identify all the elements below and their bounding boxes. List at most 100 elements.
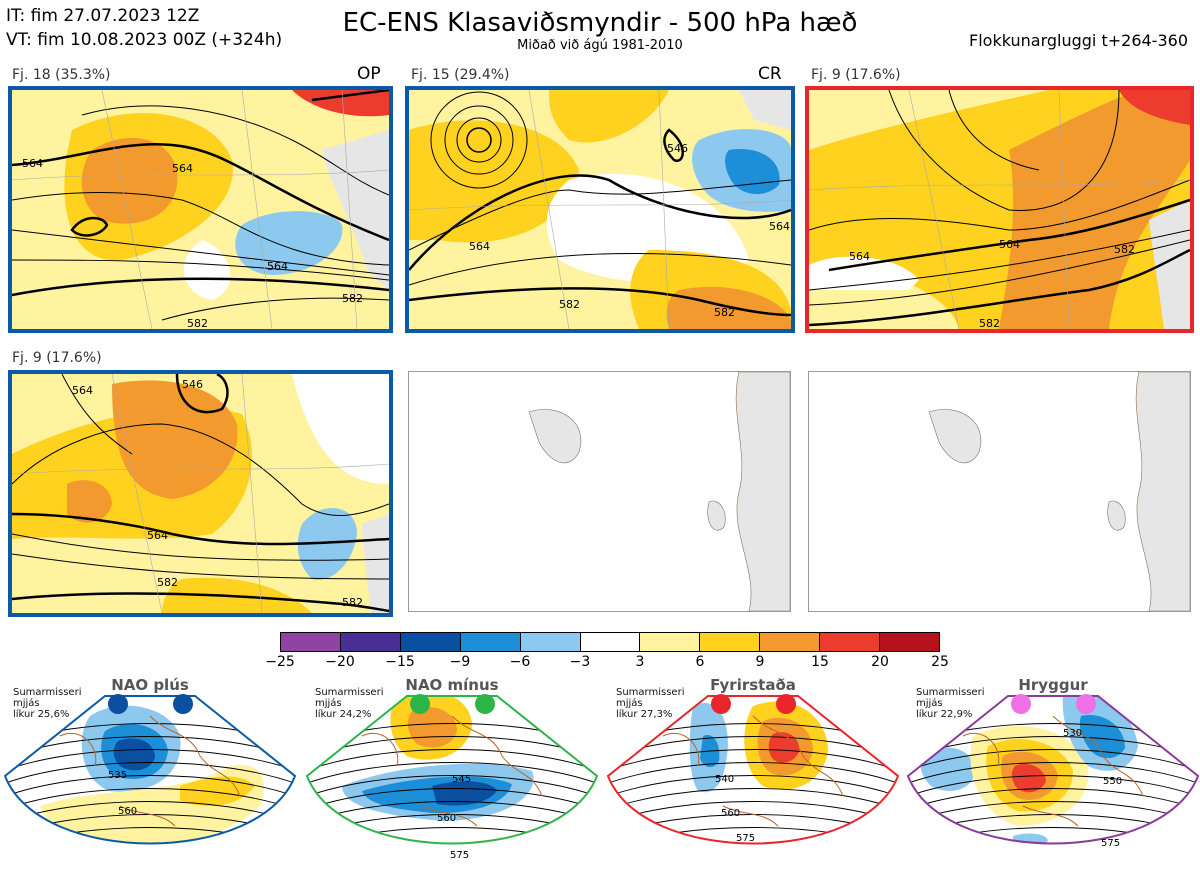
- regime-contour-label: 545: [452, 774, 471, 785]
- regime-marker-icon: [173, 694, 193, 714]
- regime-contour-label: 540: [715, 774, 734, 785]
- colorbar-swatch: [281, 633, 340, 651]
- anomaly-area: [1079, 715, 1125, 759]
- regime-4[interactable]: Hryggur Sumarmisseri mjjás líkur 22,9% 530 55…: [903, 676, 1200, 871]
- regime-note-line: líkur 24,2%: [315, 709, 372, 720]
- regime-contour-label: 560: [437, 813, 456, 824]
- regime-note-line: Sumarmisseri: [616, 687, 685, 698]
- regime-contour-label: 560: [721, 808, 740, 819]
- regime-contour-label: 550: [1103, 776, 1122, 787]
- height-contour: [5, 788, 295, 812]
- regime-note-line: líkur 27,3%: [616, 709, 673, 720]
- regime-title: NAO plús: [111, 676, 189, 694]
- regime-note-line: mjjás: [13, 698, 40, 709]
- colorbar-swatch: [819, 633, 880, 651]
- contour-label: 564: [469, 240, 490, 253]
- regime-note-line: Sumarmisseri: [13, 687, 82, 698]
- height-contour: [5, 762, 295, 786]
- contour-label: 564: [172, 162, 193, 175]
- regime-note: Sumarmisseri mjjás líkur 24,2%: [315, 687, 383, 720]
- colorbar-tick-label: −25: [265, 654, 295, 670]
- regime-marker-icon: [711, 694, 731, 714]
- colorbar-tick-label: −9: [449, 654, 471, 670]
- empty-map-6: [808, 371, 1191, 612]
- page-title: EC-ENS Klasaviðsmyndir - 500 hPa hæð: [342, 8, 858, 38]
- regime-title: Hryggur: [1018, 676, 1088, 694]
- contour-label: 582: [979, 317, 1000, 329]
- regime-contour-label: 535: [108, 770, 127, 781]
- contour-label: 582: [342, 292, 363, 305]
- height-contour: [5, 749, 295, 773]
- panel-1-label: Fj. 18 (35.3%): [12, 67, 111, 83]
- colorbar-tick-label: −6: [509, 654, 531, 670]
- regime-note-line: líkur 25,6%: [13, 709, 70, 720]
- contour-label: 564: [72, 384, 93, 397]
- contour-label: 546: [182, 378, 203, 391]
- height-contour: [908, 762, 1198, 786]
- issue-time: IT: fim 27.07.2023 12Z: [6, 6, 200, 26]
- coastline: [962, 715, 1144, 827]
- regime-note-line: mjjás: [916, 698, 943, 709]
- regime-contour-label: 530: [1063, 728, 1082, 739]
- regime-marker-icon: [410, 694, 430, 714]
- colorbar-swatch: [879, 633, 939, 651]
- contour-label: 564: [999, 238, 1020, 251]
- regime-marker-icon: [108, 694, 128, 714]
- panel-1-tag: OP: [357, 64, 381, 84]
- contour-label: 564: [22, 157, 43, 170]
- height-contour: [608, 749, 898, 773]
- contour-label: 564: [147, 529, 168, 542]
- regime-contour-label: 560: [118, 806, 137, 817]
- cluster-map-3-graphic: 564 564 582 582: [809, 90, 1190, 329]
- cluster-map-3[interactable]: 564 564 582 582: [805, 86, 1194, 333]
- contour-label: 582: [1114, 243, 1135, 256]
- contour-label: 564: [267, 260, 288, 273]
- height-contour: [307, 749, 597, 773]
- height-contour: [608, 762, 898, 786]
- regime-title: Fyrirstaða: [710, 676, 796, 694]
- classification-window: Flokkunargluggi t+264-360: [969, 31, 1188, 50]
- colorbar-tick-label: 3: [635, 654, 645, 670]
- colorbar-tick-label: 25: [931, 654, 949, 670]
- height-contour: [908, 749, 1198, 773]
- empty-map-6-graphic: [928, 372, 1190, 611]
- height-contour: [608, 788, 898, 812]
- regime-note: Sumarmisseri mjjás líkur 22,9%: [916, 687, 984, 720]
- contour-label: 582: [342, 596, 363, 609]
- regime-2[interactable]: NAO mínus Sumarmisseri mjjás líkur 24,2% 545…: [302, 676, 602, 871]
- regime-marker-icon: [475, 694, 495, 714]
- regime-note-line: líkur 22,9%: [916, 709, 973, 720]
- height-contour: [608, 775, 898, 799]
- regime-1[interactable]: NAO plús Sumarmisseri mjjás líkur 25,6% 535 5…: [0, 676, 300, 871]
- cluster-map-2[interactable]: 546 564 582 582 564: [405, 86, 795, 333]
- colorbar-swatch: [459, 633, 520, 651]
- contour-label: 582: [559, 298, 580, 311]
- anomaly-area: [180, 776, 255, 806]
- colorbar-tick-label: 15: [811, 654, 829, 670]
- panel-4-label: Fj. 9 (17.6%): [12, 350, 102, 366]
- regime-border: [606, 695, 900, 845]
- regime-3[interactable]: Fyrirstaða Sumarmisseri mjjás líkur 27,3% 54…: [603, 676, 903, 871]
- cluster-map-1[interactable]: 564 564 564 582 582: [8, 86, 393, 333]
- coastline: [662, 715, 844, 827]
- empty-map-5: [408, 371, 791, 612]
- regime-map: 540 560 575: [606, 694, 900, 845]
- panel-2-tag: CR: [758, 64, 782, 84]
- regime-border: [3, 695, 297, 845]
- anomaly-area: [920, 747, 975, 791]
- panel-3-label: Fj. 9 (17.6%): [811, 67, 901, 83]
- regime-map: 535 560: [3, 694, 297, 845]
- empty-map-5-graphic: [528, 372, 790, 611]
- regime-map: 545 560 575: [305, 694, 599, 861]
- regime-marker-icon: [776, 694, 796, 714]
- colorbar-swatch: [339, 633, 400, 651]
- height-contour: [608, 801, 898, 825]
- regime-note: Sumarmisseri mjjás líkur 27,3%: [616, 687, 684, 720]
- regime-contour-label: 575: [450, 850, 469, 861]
- height-contour: [307, 827, 597, 844]
- cluster-map-4[interactable]: 564 564 582 582 546: [8, 370, 393, 617]
- cluster-map-4-graphic: 564 564 582 582 546: [12, 374, 389, 613]
- colorbar-tick-label: −3: [569, 654, 591, 670]
- colorbar: [280, 632, 940, 652]
- regime-title: NAO mínus: [405, 676, 499, 694]
